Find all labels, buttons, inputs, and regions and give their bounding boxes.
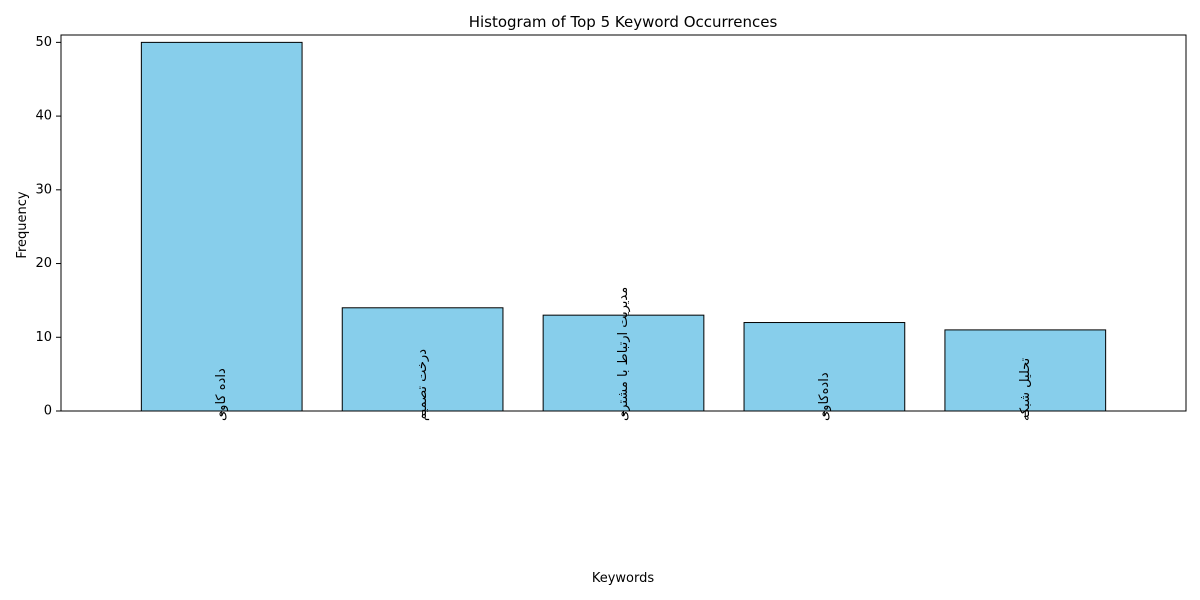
x-tick-label: تحلیل شبکه [1018,357,1033,421]
x-tick-label: مدیریت ارتباط با مشتری [616,287,631,421]
bar-3 [542,314,705,412]
y-axis-label: Frequency [15,191,30,258]
bar-1 [140,41,303,412]
y-tick-label: 50 [35,35,52,50]
x-axis-label: Keywords [592,571,655,586]
x-tick-label: درخت تصمیم [415,349,430,421]
chart-title: Histogram of Top 5 Keyword Occurrences [469,13,778,31]
bar-2 [341,307,504,412]
x-tick-label: داده کاوی [214,368,229,421]
bars-layer [140,41,1107,412]
y-axis: 0 10 20 30 40 50 [35,35,61,419]
y-tick-label: 20 [35,256,52,271]
y-tick-label: 40 [35,109,52,124]
y-tick-label: 10 [35,330,52,345]
x-axis: داده کاوی درخت تصمیم مدیریت ارتباط با مشتر… [214,287,1033,421]
y-tick-label: 30 [35,182,52,197]
plot-frame [60,34,1187,412]
bar-4 [743,322,906,412]
bar-5 [944,329,1107,412]
y-tick-label: 0 [44,404,52,419]
x-tick-label: داده‌کاوی [817,372,832,421]
